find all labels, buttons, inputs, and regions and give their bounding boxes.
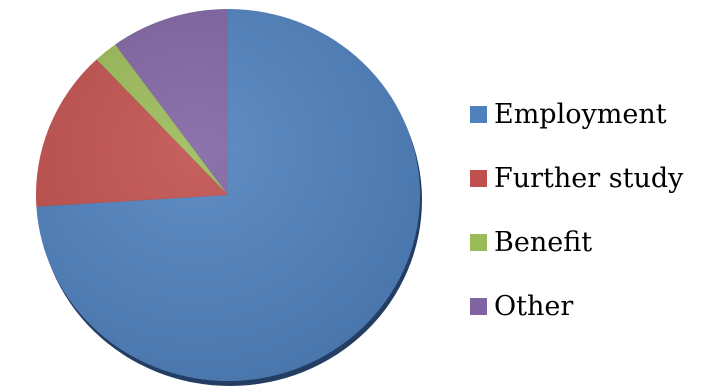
legend-swatch-benefit	[470, 233, 487, 251]
legend-item-further-study: Further study	[470, 146, 720, 210]
legend-item-other: Other	[470, 274, 720, 338]
legend-swatch-employment	[470, 105, 487, 123]
legend-label-other: Other	[494, 290, 574, 322]
legend-label-further-study: Further study	[494, 162, 684, 194]
legend-item-benefit: Benefit	[470, 210, 720, 274]
legend-label-benefit: Benefit	[494, 226, 593, 258]
pie-chart	[36, 9, 422, 386]
pie-shading	[36, 9, 420, 381]
legend: Employment Further study Benefit Other	[470, 82, 720, 338]
legend-swatch-other	[470, 297, 487, 315]
legend-swatch-further-study	[470, 169, 487, 187]
legend-item-employment: Employment	[470, 82, 720, 146]
legend-label-employment: Employment	[494, 98, 667, 130]
